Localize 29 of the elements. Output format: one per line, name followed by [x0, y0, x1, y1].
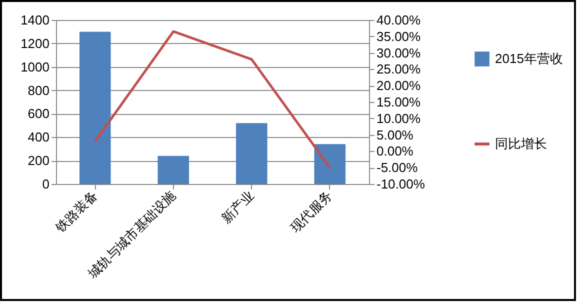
x-tick-label: 铁路装备	[52, 188, 100, 236]
y2-tick-label: 0.00%	[376, 144, 414, 159]
y2-tick-label: 10.00%	[376, 110, 422, 126]
y2-tick-label: 20.00%	[376, 78, 422, 94]
bar	[158, 156, 190, 184]
y2-tick-label: 5.00%	[376, 127, 414, 142]
bar	[236, 123, 268, 184]
y2-tick-label: 35.00%	[376, 28, 422, 44]
line-series	[94, 30, 332, 169]
bar	[79, 32, 111, 184]
x-tick-label: 现代服务	[287, 188, 335, 236]
y-tick-label: 1000	[20, 59, 50, 74]
bar	[314, 144, 346, 184]
y2-tick-label: -10.00%	[376, 176, 426, 192]
legend-label: 同比增长	[495, 136, 547, 151]
y-tick-label: 400	[28, 130, 50, 145]
y2-tick-label: -5.00%	[376, 160, 418, 176]
y2-tick-label: 40.00%	[376, 12, 422, 28]
y2-tick-label: 25.00%	[376, 62, 422, 77]
y2-tick-label: 30.00%	[376, 45, 422, 60]
y2-tick-label: 15.00%	[376, 94, 422, 110]
y-tick-label: 600	[28, 106, 50, 122]
y-tick-label: 800	[28, 82, 50, 98]
legend-label: 2015年营收	[495, 51, 563, 66]
y-tick-label: 1400	[20, 12, 50, 28]
y-tick-label: 1200	[20, 36, 50, 51]
y-tick-label: 0	[42, 176, 50, 192]
x-tick-label: 新产业	[218, 188, 257, 226]
y-tick-label: 200	[28, 153, 50, 168]
